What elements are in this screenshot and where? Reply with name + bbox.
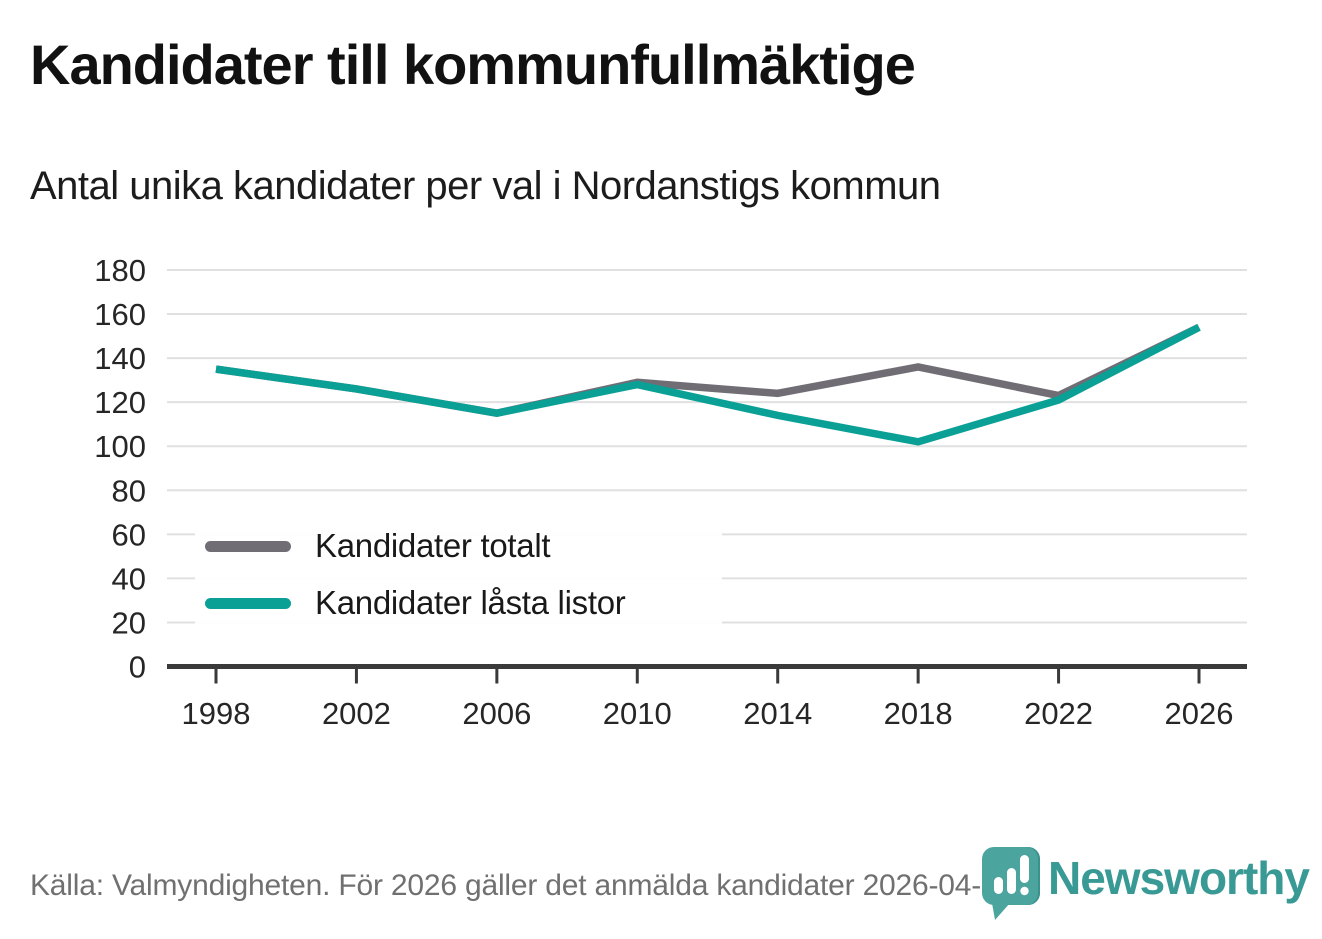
svg-text:1998: 1998 [182, 696, 251, 731]
svg-text:80: 80 [112, 473, 146, 508]
svg-text:120: 120 [94, 385, 146, 420]
x-axis-ticks [214, 668, 1201, 684]
svg-text:100: 100 [94, 429, 146, 464]
speech-bubble-bar-chart-icon [982, 847, 1040, 920]
svg-text:2022: 2022 [1024, 696, 1093, 731]
legend-label: Kandidater låsta listor [315, 584, 626, 621]
chart-subtitle: Antal unika kandidater per val i Nordans… [30, 164, 941, 208]
chart-legend: Kandidater totalt Kandidater låsta listo… [195, 519, 722, 632]
line-chart: 0 20 40 60 80 100 120 140 160 180 1998 2002 2006 2010… [94, 253, 1247, 731]
newsworthy-logo-link[interactable]: Newsworthy [982, 843, 1310, 923]
svg-text:140: 140 [94, 341, 146, 376]
svg-text:60: 60 [112, 517, 146, 552]
legend-label: Kandidater totalt [315, 527, 551, 564]
x-axis-tick-labels: 1998 2002 2006 2010 2014 2018 2022 2026 [182, 696, 1234, 731]
svg-text:40: 40 [112, 561, 146, 596]
legend-item-kandidater-totalt: Kandidater totalt [195, 527, 551, 564]
series-line-kandidater-l-sta-listor [215, 323, 1201, 446]
svg-text:160: 160 [94, 297, 146, 332]
svg-text:2002: 2002 [322, 696, 391, 731]
legend-swatch-teal-line [205, 597, 291, 609]
legend-item-kandidater-lasta-listor: Kandidater låsta listor [195, 584, 626, 621]
newsworthy-logo-text: Newsworthy [1048, 852, 1310, 904]
y-axis-tick-labels: 0 20 40 60 80 100 120 140 160 180 [94, 253, 146, 685]
svg-text:2010: 2010 [603, 696, 672, 731]
svg-text:20: 20 [112, 605, 146, 640]
svg-text:2014: 2014 [743, 696, 812, 731]
svg-text:0: 0 [129, 650, 146, 685]
chart-title: Kandidater till kommunfullmäktige [30, 33, 916, 96]
legend-swatch-gray-line [205, 540, 291, 552]
svg-text:180: 180 [94, 253, 146, 288]
svg-text:2026: 2026 [1165, 696, 1234, 731]
svg-text:2018: 2018 [884, 696, 953, 731]
source-note: Källa: Valmyndigheten. För 2026 gäller d… [30, 869, 1023, 902]
svg-text:2006: 2006 [462, 696, 531, 731]
